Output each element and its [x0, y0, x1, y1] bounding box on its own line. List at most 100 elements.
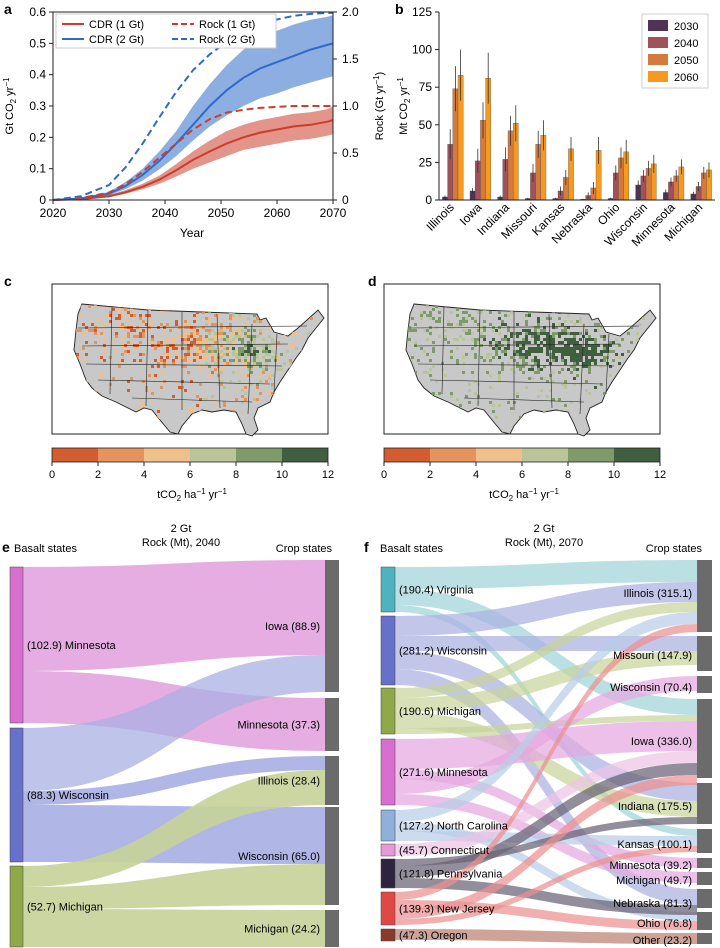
map-cell	[534, 329, 537, 332]
target-node	[697, 858, 712, 868]
map-cell	[522, 341, 525, 344]
map-cell	[193, 338, 196, 341]
map-cell	[555, 359, 558, 362]
target-label: Other (23.2)	[633, 935, 692, 947]
map-cell	[136, 407, 139, 410]
map-cell	[447, 323, 450, 326]
map-cell	[166, 323, 169, 326]
state-borders	[409, 305, 640, 415]
map-cell	[214, 350, 217, 353]
map-cell	[160, 356, 163, 359]
map-cell	[127, 311, 130, 314]
map-cell	[88, 329, 91, 332]
map-cell	[579, 356, 582, 359]
map-cell	[498, 404, 501, 407]
map-cell	[199, 338, 202, 341]
colorbar-tick-label: 0	[49, 469, 55, 481]
map-cell	[531, 335, 534, 338]
map-cell	[175, 380, 178, 383]
map-cell	[432, 350, 435, 353]
map-cell	[187, 326, 190, 329]
map-cell	[588, 335, 591, 338]
map-cell	[585, 356, 588, 359]
map-cell	[220, 368, 223, 371]
map-cell	[558, 371, 561, 374]
map-cell	[570, 320, 573, 323]
map-cell	[552, 338, 555, 341]
map-cell	[576, 362, 579, 365]
map-cell	[621, 353, 624, 356]
source-label: (52.7) Michigan	[27, 902, 103, 914]
map-cell	[564, 326, 567, 329]
map-cell	[244, 350, 247, 353]
map-cell	[208, 365, 211, 368]
map-cell	[166, 362, 169, 365]
map-cell	[199, 368, 202, 371]
map-cell	[567, 353, 570, 356]
sankey-flow	[23, 909, 325, 947]
map-cell	[414, 371, 417, 374]
legend-swatch	[648, 37, 668, 48]
map-cell	[537, 362, 540, 365]
series-line-1	[52, 42, 334, 201]
map-cell	[154, 374, 157, 377]
source-label: (102.9) Minnesota	[27, 640, 117, 652]
map-cell	[271, 356, 274, 359]
map-cell	[567, 332, 570, 335]
map-cell	[507, 341, 510, 344]
map-cell	[552, 344, 555, 347]
map-cell	[202, 365, 205, 368]
map-cell	[570, 371, 573, 374]
map-cell	[546, 359, 549, 362]
map-cell	[618, 356, 621, 359]
map-cell	[256, 335, 259, 338]
map-cell	[534, 335, 537, 338]
map-cell	[232, 338, 235, 341]
map-cell	[456, 338, 459, 341]
source-node	[9, 727, 24, 863]
map-cell	[220, 356, 223, 359]
sankey-flow	[23, 864, 325, 909]
colorbar-tick-label: 6	[519, 469, 525, 481]
map-cell	[456, 398, 459, 401]
map-cell	[576, 332, 579, 335]
state-border	[579, 323, 585, 415]
map-cell	[423, 329, 426, 332]
sankey-f-right-header: Crop states	[646, 543, 703, 555]
target-node	[697, 933, 712, 944]
map-cell	[501, 323, 504, 326]
map-cell	[145, 323, 148, 326]
map-cell	[561, 347, 564, 350]
map-cell	[82, 323, 85, 326]
state-border	[548, 313, 553, 409]
map-cell	[456, 314, 459, 317]
map-cell	[244, 386, 247, 389]
sankey-flow	[395, 822, 697, 921]
map-cell	[94, 329, 97, 332]
map-cell	[217, 407, 220, 410]
map-cell	[127, 335, 130, 338]
map-cell	[214, 341, 217, 344]
map-cell	[582, 323, 585, 326]
map-cell	[579, 353, 582, 356]
map-cell	[79, 314, 82, 317]
map-cell	[573, 353, 576, 356]
map-cell	[489, 311, 492, 314]
map-cell	[573, 323, 576, 326]
map-cell	[127, 332, 130, 335]
map-cell	[202, 326, 205, 329]
map-cell	[567, 326, 570, 329]
map-cell	[537, 320, 540, 323]
map-cell	[211, 341, 214, 344]
map-cell	[594, 386, 597, 389]
map-cell	[208, 311, 211, 314]
map-cell	[552, 350, 555, 353]
map-cell	[136, 347, 139, 350]
map-cell	[238, 326, 241, 329]
map-cell	[504, 353, 507, 356]
map-cell	[109, 356, 112, 359]
legend-label-0: CDR (1 Gt)	[89, 19, 144, 31]
map-cell	[465, 395, 468, 398]
map-cell	[498, 311, 501, 314]
map-cell	[211, 338, 214, 341]
